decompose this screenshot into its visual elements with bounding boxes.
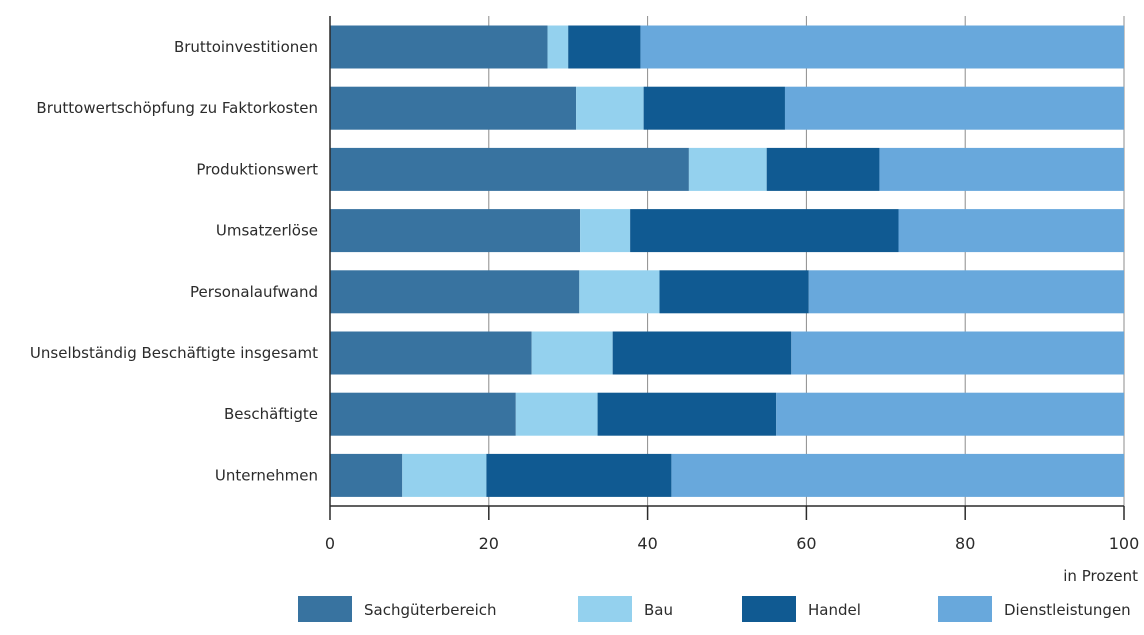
bar-segments [330, 25, 1124, 497]
x-tick-labels: 0 20 40 60 80 100 [325, 534, 1139, 553]
bar-segment-3-3 [898, 209, 1124, 253]
bar-segment-4-1 [579, 270, 660, 314]
category-label: Produktionswert [196, 160, 318, 178]
bar-segment-6-1 [515, 392, 598, 436]
bar-segment-3-2 [630, 209, 899, 253]
bar-segment-1-1 [576, 86, 644, 130]
bar-segment-1-3 [784, 86, 1124, 130]
category-label: Bruttowertschöpfung zu Faktorkosten [36, 99, 318, 117]
bar-segment-7-3 [671, 453, 1124, 497]
bar-segment-5-2 [612, 331, 792, 375]
legend: Sachgüterbereich Bau Handel Dienstleistunge… [298, 596, 1131, 622]
legend-swatch [742, 596, 796, 622]
bar-segment-4-3 [808, 270, 1124, 314]
category-label: Umsatzerlöse [216, 222, 318, 240]
bar-segment-0-0 [330, 25, 548, 69]
category-label: Unternehmen [215, 466, 318, 484]
bar-segment-0-3 [640, 25, 1124, 69]
bar-segment-5-1 [531, 331, 613, 375]
bar-segment-5-3 [791, 331, 1124, 375]
bar-segment-2-1 [688, 147, 767, 191]
bar-segment-7-0 [330, 453, 403, 497]
bar-segment-6-2 [597, 392, 777, 436]
x-tick-label: 20 [479, 534, 499, 553]
bar-segment-0-2 [568, 25, 641, 69]
bar-segment-2-0 [330, 147, 689, 191]
category-label: Bruttoinvestitionen [174, 38, 318, 56]
bar-segment-4-2 [659, 270, 809, 314]
bar-segment-7-2 [486, 453, 672, 497]
bar-segment-2-2 [766, 147, 880, 191]
category-label: Personalaufwand [190, 283, 318, 301]
x-tick-label: 0 [325, 534, 335, 553]
bar-segment-7-1 [402, 453, 487, 497]
x-tick-label: 100 [1109, 534, 1140, 553]
bar-segment-5-0 [330, 331, 532, 375]
bar-segment-0-1 [547, 25, 569, 69]
bar-segment-2-3 [879, 147, 1124, 191]
legend-swatch [578, 596, 632, 622]
x-tick-label: 80 [955, 534, 975, 553]
x-tick-label: 40 [637, 534, 657, 553]
axes [329, 16, 1125, 520]
category-label: Beschäftigte [224, 405, 318, 423]
bar-segment-3-1 [580, 209, 631, 253]
bar-segment-6-3 [776, 392, 1124, 436]
legend-swatch [298, 596, 352, 622]
bar-segment-3-0 [330, 209, 581, 253]
bar-segment-1-0 [330, 86, 577, 130]
legend-label: Sachgüterbereich [364, 601, 497, 619]
category-label: Unselbständig Beschäftigte insgesamt [30, 344, 318, 362]
x-tick-label: 60 [796, 534, 816, 553]
x-axis-unit-label: in Prozent [1063, 567, 1138, 585]
legend-swatch [938, 596, 992, 622]
bar-segment-4-0 [330, 270, 580, 314]
bar-segment-1-2 [643, 86, 785, 130]
category-labels: Bruttoinvestitionen Bruttowertschöpfung z… [30, 38, 318, 484]
legend-label: Handel [808, 601, 861, 619]
legend-label: Bau [644, 601, 673, 619]
bar-segment-6-0 [330, 392, 516, 436]
legend-label: Dienstleistungen [1004, 601, 1131, 619]
